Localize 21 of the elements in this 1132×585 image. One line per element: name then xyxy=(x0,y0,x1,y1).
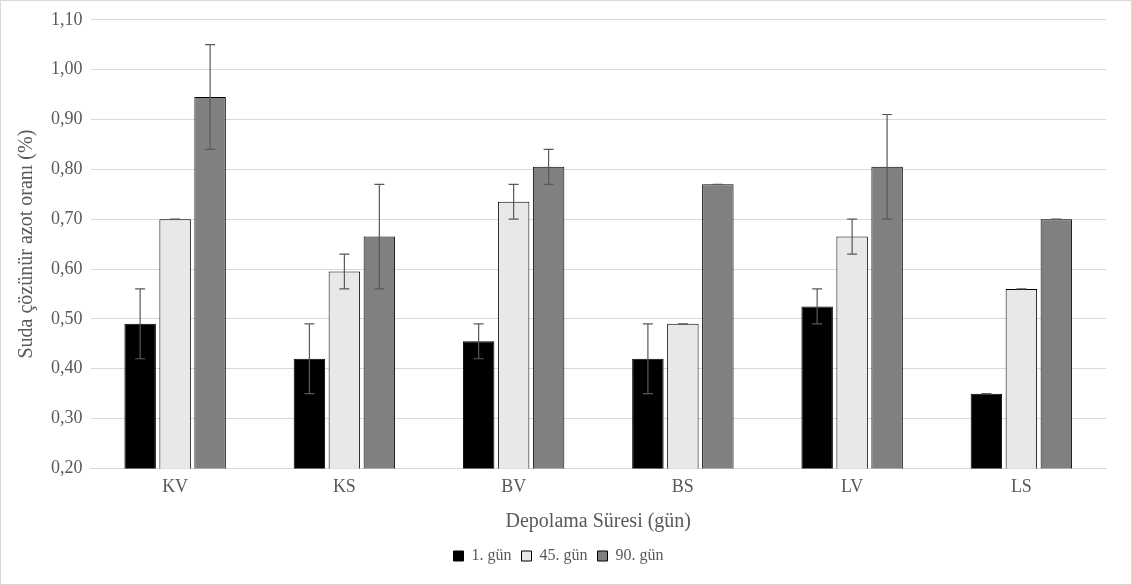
y-tick-label: 0,50 xyxy=(51,307,83,328)
y-tick-label: 0,80 xyxy=(51,158,83,179)
legend-label: 90. gün xyxy=(615,546,664,565)
y-tick-label: 0,20 xyxy=(51,457,83,478)
y-tick-label: 1,10 xyxy=(51,8,83,29)
y-tick-label: 0,60 xyxy=(51,257,83,278)
y-axis-title: Suda çözünür azot oranı (%) xyxy=(14,129,38,359)
x-tick-label: LV xyxy=(840,475,864,496)
x-tick-label: KV xyxy=(162,475,189,496)
x-tick-label: KS xyxy=(332,475,356,496)
y-tick-label: 1,00 xyxy=(51,58,83,79)
y-tick-label: 0,90 xyxy=(51,108,83,129)
legend-label: 45. gün xyxy=(539,546,588,565)
legend-label: 1. gün xyxy=(471,546,512,565)
x-tick-label: BS xyxy=(671,475,694,496)
x-tick-label: LS xyxy=(1010,475,1032,496)
x-tick-label: BV xyxy=(501,475,527,496)
y-tick-label: 0,30 xyxy=(51,407,83,428)
y-tick-label: 0,70 xyxy=(51,207,83,228)
y-tick-label: 0,40 xyxy=(51,357,83,378)
x-axis-title: Depolama Süresi (gün) xyxy=(505,509,692,533)
